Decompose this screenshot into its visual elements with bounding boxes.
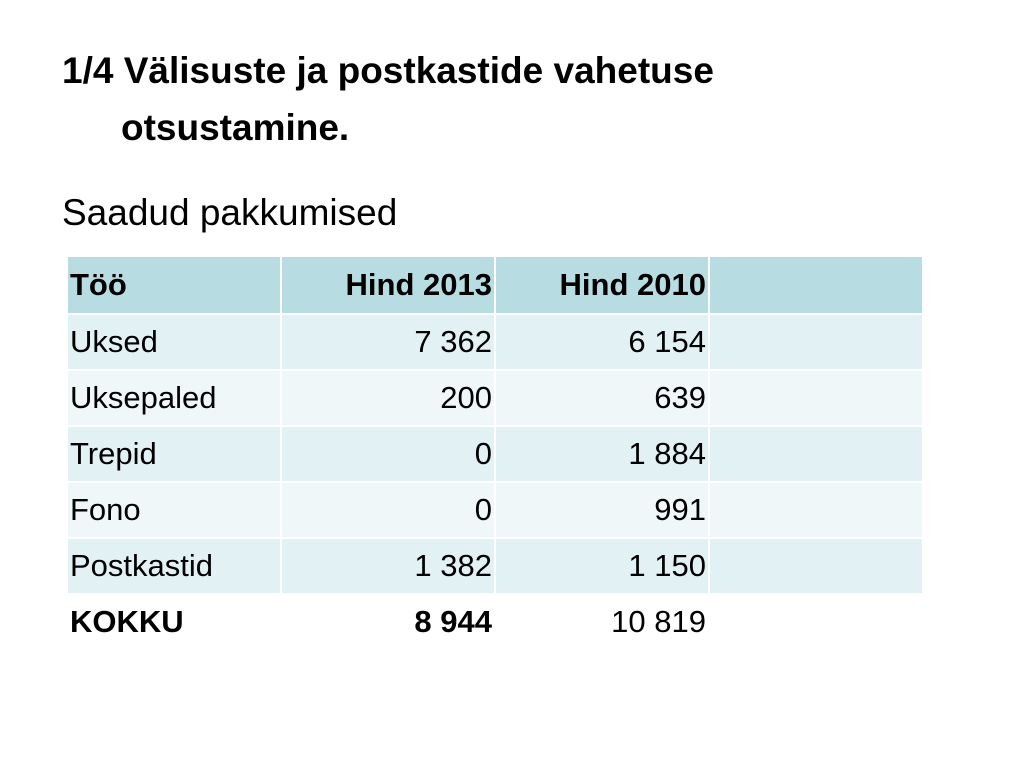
slide-title: 1/4 Välisuste ja postkastide vahetuse ot… <box>62 42 962 156</box>
offers-table: Töö Hind 2013 Hind 2010 Uksed 7 362 6 15… <box>66 255 924 651</box>
cell-price-2013: 7 362 <box>282 315 494 369</box>
table-row: Uksepaled 200 639 <box>68 371 922 425</box>
cell-empty <box>710 595 922 649</box>
header-cell-empty <box>710 257 922 313</box>
header-cell-price-2010: Hind 2010 <box>496 257 708 313</box>
cell-work: Trepid <box>68 427 280 481</box>
cell-price-2010: 991 <box>496 483 708 537</box>
cell-work: Uksepaled <box>68 371 280 425</box>
cell-empty <box>710 483 922 537</box>
cell-price-2010: 1 150 <box>496 539 708 593</box>
cell-price-2013: 200 <box>282 371 494 425</box>
cell-work: Postkastid <box>68 539 280 593</box>
cell-empty <box>710 315 922 369</box>
cell-total-label: KOKKU <box>68 595 280 649</box>
slide-title-line-2: otsustamine. <box>121 107 350 148</box>
header-cell-price-2013: Hind 2013 <box>282 257 494 313</box>
cell-price-2013: 0 <box>282 427 494 481</box>
cell-work: Uksed <box>68 315 280 369</box>
table-row: Postkastid 1 382 1 150 <box>68 539 922 593</box>
table-row: Fono 0 991 <box>68 483 922 537</box>
table-row-total: KOKKU 8 944 10 819 <box>68 595 922 649</box>
table-header-row: Töö Hind 2013 Hind 2010 <box>68 257 922 313</box>
cell-price-2013: 0 <box>282 483 494 537</box>
slide-title-line-1: 1/4 Välisuste ja postkastide vahetuse <box>62 50 714 91</box>
cell-empty <box>710 427 922 481</box>
table-row: Uksed 7 362 6 154 <box>68 315 922 369</box>
cell-price-2010: 1 884 <box>496 427 708 481</box>
cell-price-2010: 6 154 <box>496 315 708 369</box>
cell-price-2013: 1 382 <box>282 539 494 593</box>
cell-total-2013: 8 944 <box>282 595 494 649</box>
cell-work: Fono <box>68 483 280 537</box>
cell-price-2010: 639 <box>496 371 708 425</box>
slide-subtitle: Saadud pakkumised <box>62 192 398 233</box>
table-row: Trepid 0 1 884 <box>68 427 922 481</box>
cell-total-2010: 10 819 <box>496 595 708 649</box>
header-cell-work: Töö <box>68 257 280 313</box>
cell-empty <box>710 371 922 425</box>
cell-empty <box>710 539 922 593</box>
